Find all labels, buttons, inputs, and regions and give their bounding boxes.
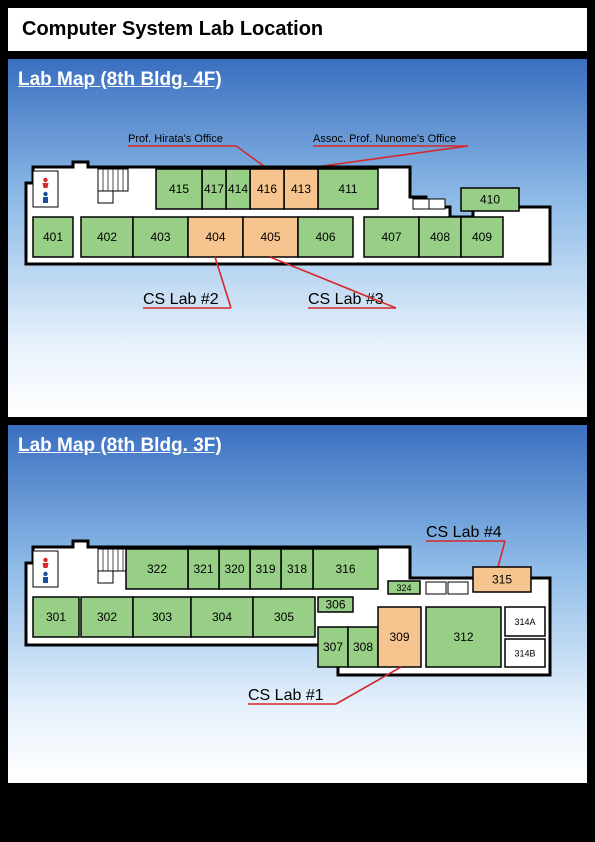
room-403: 403 <box>133 217 188 257</box>
room-417: 417 <box>202 169 226 209</box>
svg-text:401: 401 <box>43 230 63 244</box>
room-319: 319 <box>250 549 281 589</box>
floor-map-f4: Lab Map (8th Bldg. 4F) Prof. Hirata's Of… <box>8 59 587 417</box>
svg-text:319: 319 <box>255 562 275 576</box>
room-408: 408 <box>419 217 461 257</box>
svg-text:409: 409 <box>472 230 492 244</box>
svg-text:405: 405 <box>260 230 280 244</box>
floor-title: Lab Map (8th Bldg. 3F) <box>18 435 577 457</box>
svg-text:411: 411 <box>338 182 357 196</box>
room-414: 414 <box>226 169 250 209</box>
callout: Prof. Hirata's Office <box>128 133 268 169</box>
svg-text:301: 301 <box>46 610 66 624</box>
svg-text:410: 410 <box>480 193 500 207</box>
svg-text:320: 320 <box>224 562 244 576</box>
svg-text:404: 404 <box>205 230 225 244</box>
page: Computer System Lab Location Lab Map (8t… <box>0 0 595 799</box>
svg-text:306: 306 <box>325 598 345 612</box>
room-415: 415 <box>156 169 202 209</box>
room-407: 407 <box>364 217 419 257</box>
svg-text:316: 316 <box>335 562 355 576</box>
room-401: 401 <box>33 217 73 257</box>
svg-text:322: 322 <box>147 562 167 576</box>
room-302: 302 <box>81 597 133 637</box>
floor-map-f3: Lab Map (8th Bldg. 3F) CS Lab #4 301 302 <box>8 425 587 783</box>
svg-text:324: 324 <box>396 583 411 593</box>
svg-text:413: 413 <box>291 182 311 196</box>
room-316: 316 <box>313 549 378 589</box>
svg-text:417: 417 <box>204 182 224 196</box>
map: Prof. Hirata's Office Assoc. Prof. Nunom… <box>18 109 578 399</box>
callout: CS Lab #4 <box>426 524 505 567</box>
room-306: 306 <box>318 597 353 612</box>
room-406: 406 <box>298 217 353 257</box>
svg-text:403: 403 <box>150 230 170 244</box>
room-404: 404 <box>188 217 243 257</box>
room-409: 409 <box>461 217 503 257</box>
room-314B: 314B <box>505 639 545 667</box>
room-309: 309 <box>378 607 421 667</box>
room-410: 410 <box>461 188 519 211</box>
room-303: 303 <box>133 597 191 637</box>
svg-text:314A: 314A <box>514 617 535 627</box>
room-308: 308 <box>348 627 378 667</box>
svg-text:307: 307 <box>323 640 343 654</box>
svg-text:408: 408 <box>430 230 450 244</box>
room-405: 405 <box>243 217 298 257</box>
svg-text:414: 414 <box>228 182 248 196</box>
svg-text:406: 406 <box>315 230 335 244</box>
svg-text:CS Lab #4: CS Lab #4 <box>426 524 502 541</box>
svg-text:305: 305 <box>274 610 294 624</box>
callout: Assoc. Prof. Nunome's Office <box>301 133 468 169</box>
page-title: Computer System Lab Location <box>22 18 573 41</box>
svg-text:315: 315 <box>492 573 512 587</box>
room-305: 305 <box>253 597 315 637</box>
svg-text:303: 303 <box>152 610 172 624</box>
room-402: 402 <box>81 217 133 257</box>
svg-text:308: 308 <box>353 640 373 654</box>
svg-text:416: 416 <box>257 182 277 196</box>
svg-text:318: 318 <box>287 562 307 576</box>
room-322: 322 <box>126 549 188 589</box>
room-411: 411 <box>318 169 378 209</box>
svg-text:321: 321 <box>193 562 213 576</box>
svg-text:402: 402 <box>97 230 117 244</box>
svg-text:302: 302 <box>97 610 117 624</box>
svg-text:415: 415 <box>169 182 189 196</box>
room-320: 320 <box>219 549 250 589</box>
room-318: 318 <box>281 549 313 589</box>
room-324: 324 <box>388 581 420 594</box>
room-413: 413 <box>284 169 318 209</box>
title-bar: Computer System Lab Location <box>8 8 587 51</box>
svg-text:Prof. Hirata's Office: Prof. Hirata's Office <box>128 133 223 145</box>
svg-text:304: 304 <box>212 610 232 624</box>
svg-text:407: 407 <box>381 230 401 244</box>
svg-text:312: 312 <box>453 630 473 644</box>
room-315: 315 <box>473 567 531 592</box>
svg-text:Assoc. Prof. Nunome's Office: Assoc. Prof. Nunome's Office <box>313 133 456 145</box>
room-321: 321 <box>188 549 219 589</box>
room-307: 307 <box>318 627 348 667</box>
svg-text:CS Lab #2: CS Lab #2 <box>143 291 219 308</box>
floor-title: Lab Map (8th Bldg. 4F) <box>18 69 577 91</box>
room-304: 304 <box>191 597 253 637</box>
room-301: 301 <box>33 597 79 637</box>
room-314A: 314A <box>505 607 545 636</box>
room-416: 416 <box>250 169 284 209</box>
svg-text:CS Lab #3: CS Lab #3 <box>308 291 384 308</box>
room-312: 312 <box>426 607 501 667</box>
svg-text:309: 309 <box>389 630 409 644</box>
svg-text:CS Lab #1: CS Lab #1 <box>248 687 324 704</box>
svg-text:314B: 314B <box>514 648 535 658</box>
map: CS Lab #4 301 302 303 304 305 <box>18 475 578 765</box>
